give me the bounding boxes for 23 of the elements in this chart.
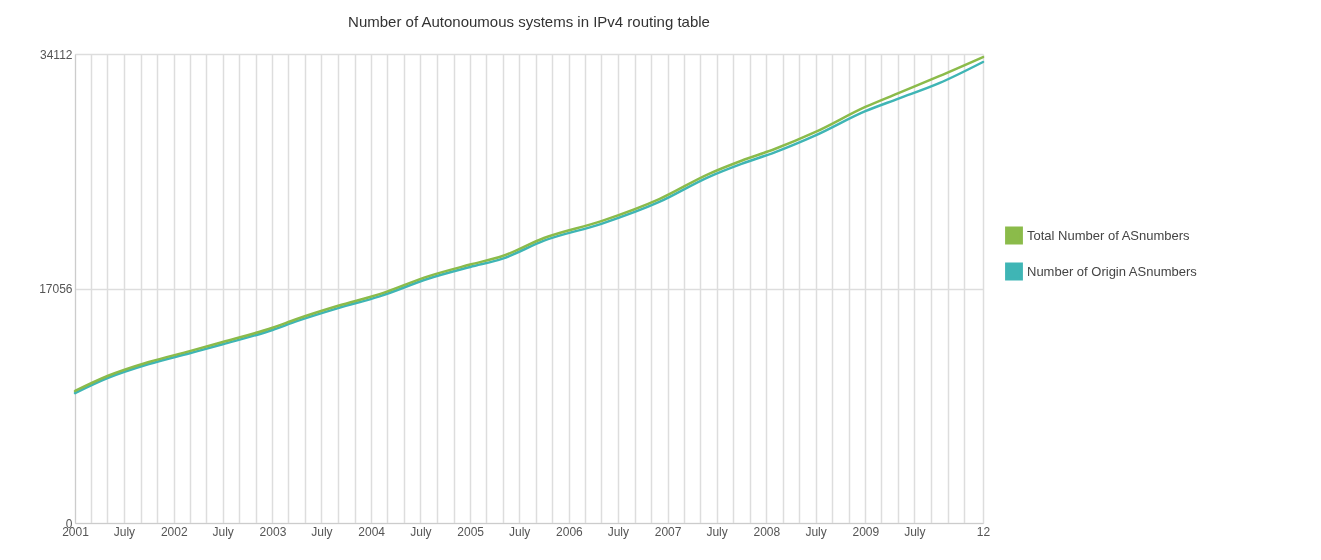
x-tick-label: 2005: [457, 524, 485, 539]
x-tick-label: July: [410, 524, 432, 539]
x-tick-label: 2009: [852, 524, 880, 539]
x-tick-label: July: [113, 524, 136, 539]
x-tick-label: July: [212, 524, 234, 539]
chart-title: Number of Autonoumous systems in IPv4 routing table: [348, 13, 710, 30]
x-tick-label: 12: [976, 524, 991, 539]
legend-label: Total Number of ASnumbers: [1027, 227, 1191, 243]
x-tick-label: July: [607, 524, 630, 539]
x-tick-label: 2004: [358, 524, 386, 539]
x-tick-label: July: [805, 524, 827, 539]
legend-label: Number of Origin ASnumbers: [1027, 263, 1198, 279]
x-tick-label: July: [904, 524, 926, 539]
x-tick-label: July: [508, 524, 531, 539]
x-tick-label: 2007: [654, 524, 682, 539]
y-tick-label: 17056: [39, 282, 73, 296]
x-tick-label: 2008: [753, 524, 781, 539]
x-tick-label: 2006: [556, 524, 584, 539]
x-tick-label: 2003: [259, 524, 287, 539]
x-tick-label: July: [311, 524, 333, 539]
x-tick-label: 2002: [160, 524, 188, 539]
x-tick-label: July: [706, 524, 728, 539]
y-tick-label: 34112: [40, 47, 73, 62]
